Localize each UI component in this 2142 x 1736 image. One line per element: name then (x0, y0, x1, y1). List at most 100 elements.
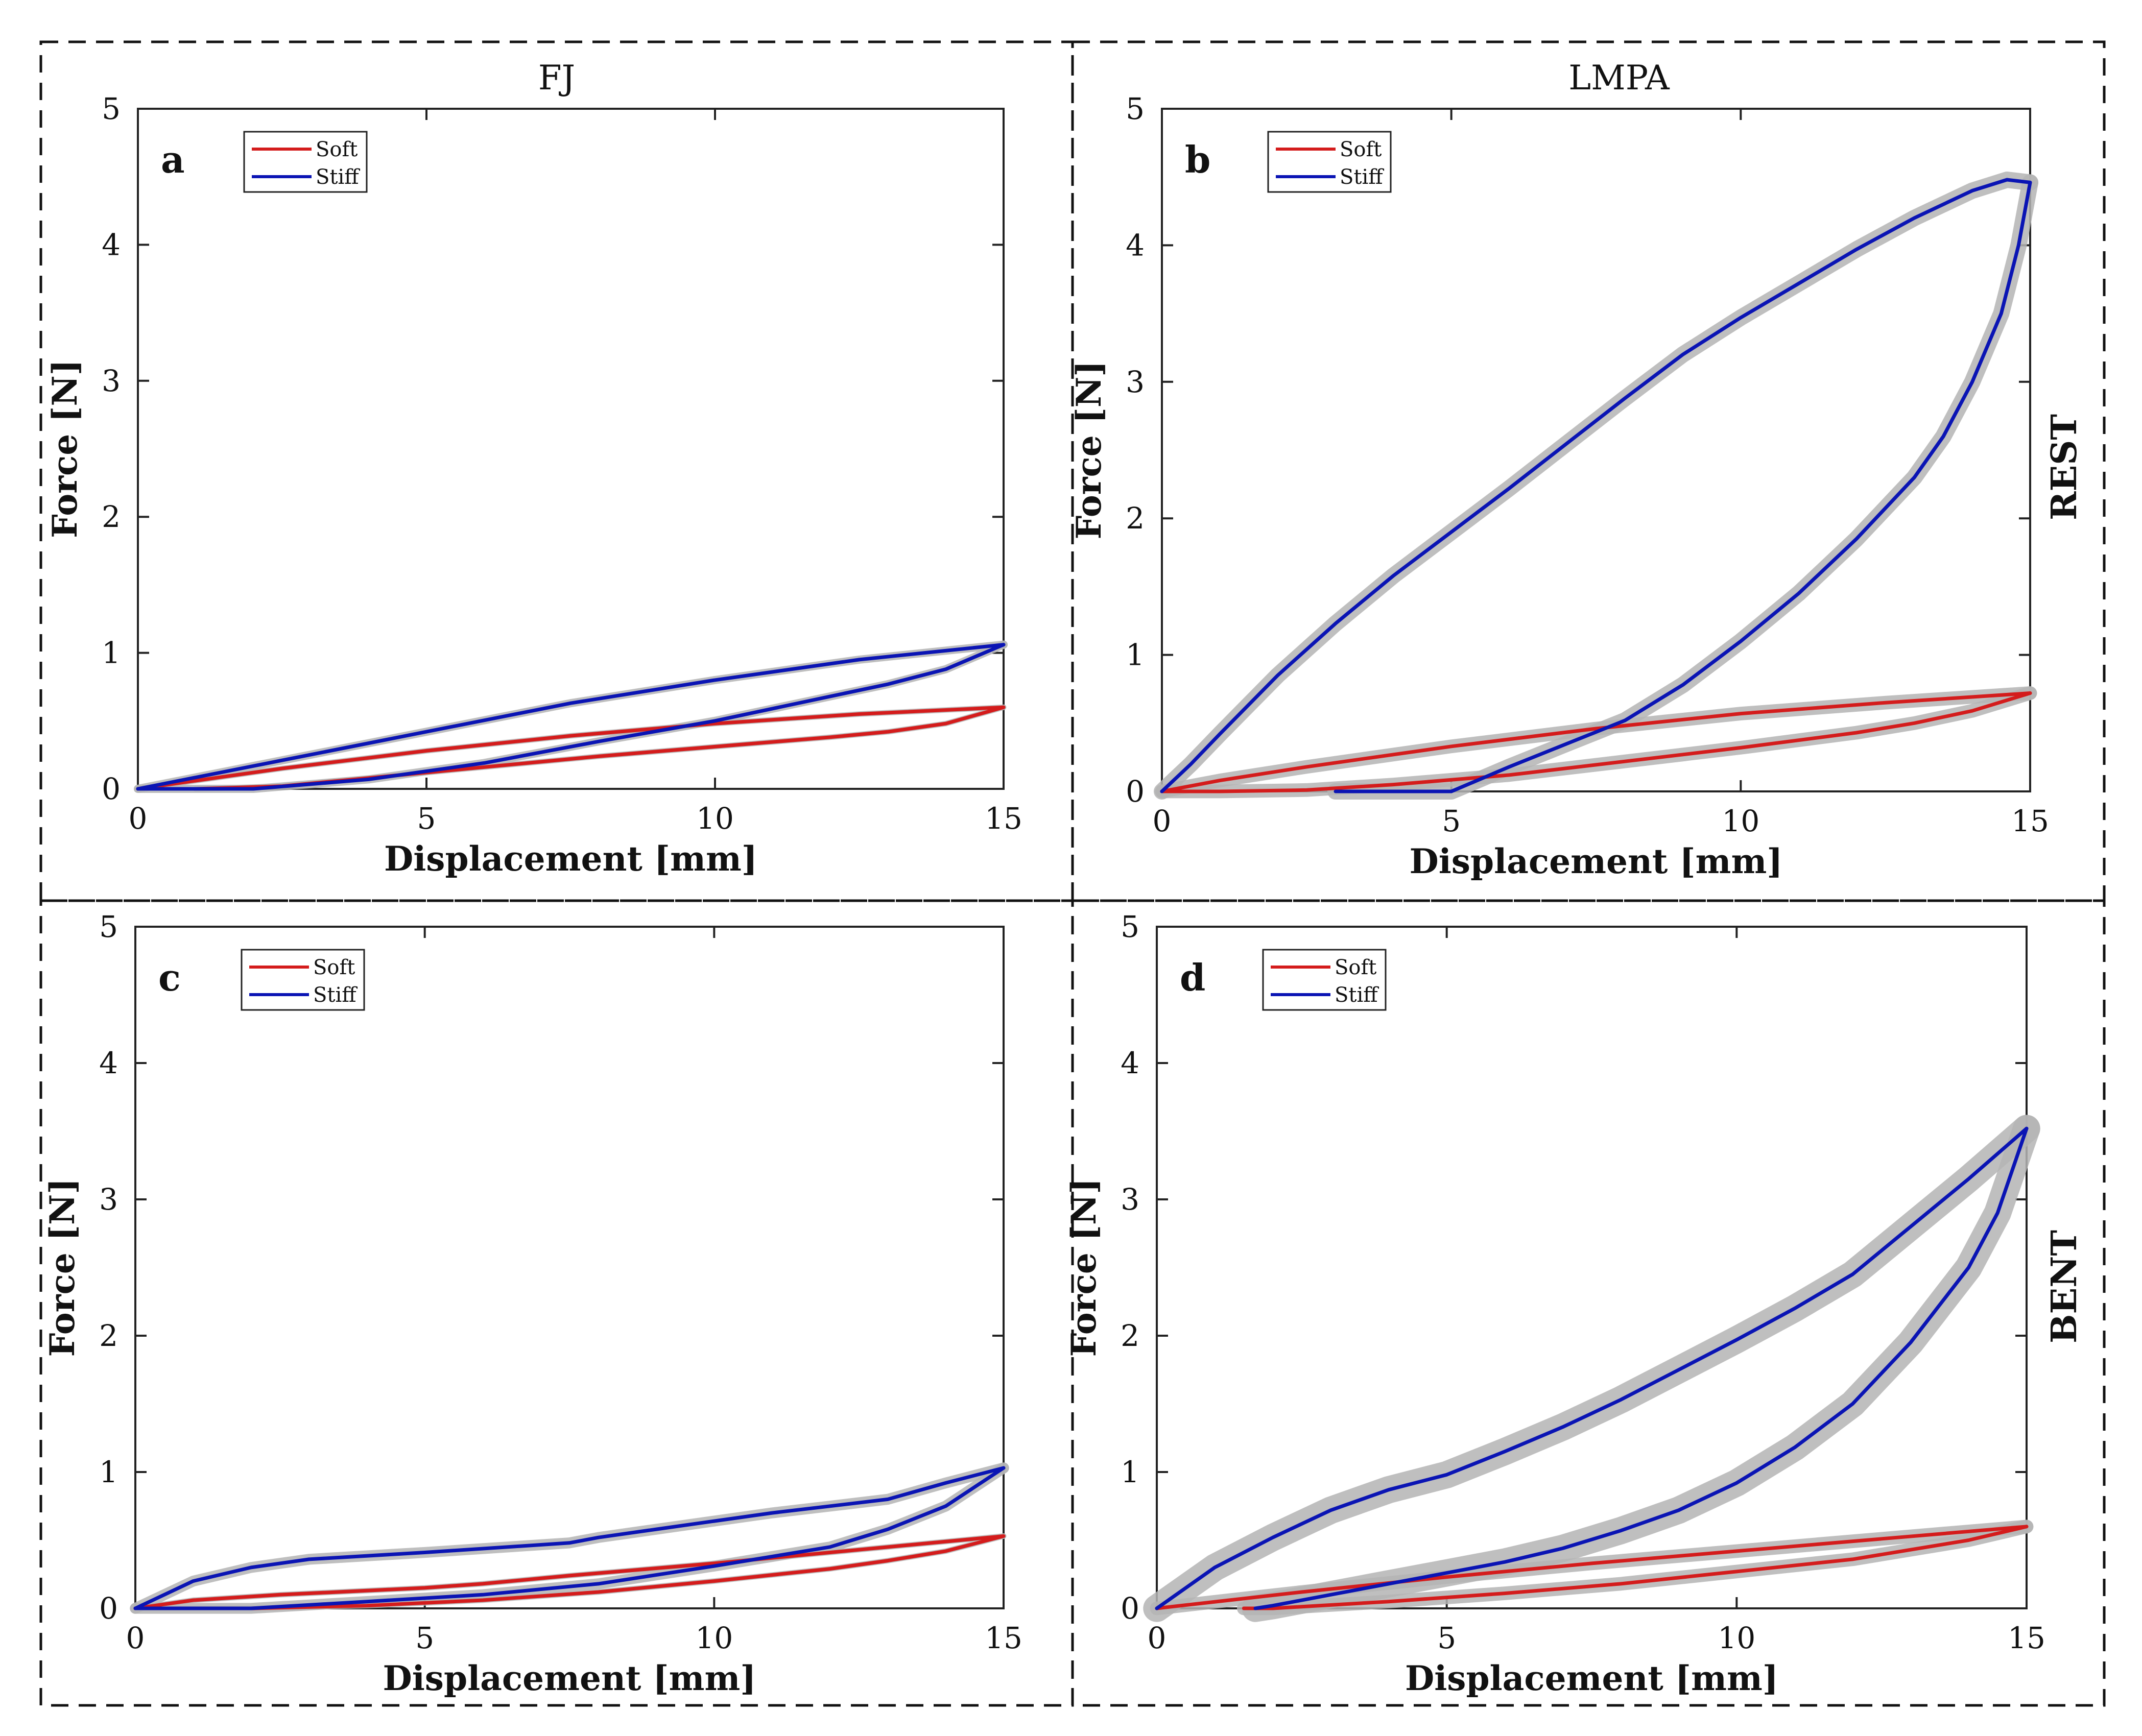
column-title-fj: FJ (538, 58, 575, 98)
x-tick-label: 5 (417, 801, 436, 836)
legend-box (243, 131, 368, 193)
series-line-soft-loading (136, 705, 1006, 791)
plot-area (1156, 926, 2028, 1609)
legend-label-soft: Soft (316, 138, 358, 161)
y-tick-label: 5 (1126, 91, 1145, 126)
panel-letter: a (161, 138, 185, 181)
series-line-soft-loading (1155, 1525, 2029, 1610)
y-tick-label: 0 (1121, 1591, 1139, 1626)
x-tick-label: 0 (1153, 804, 1172, 838)
legend-label-stiff: Stiff (313, 983, 358, 1007)
panel-letter: b (1185, 138, 1210, 181)
plot-area (137, 108, 1005, 790)
x-axis-label: Displacement [mm] (383, 1658, 756, 1698)
legend-box (1262, 949, 1387, 1011)
y-tick-label: 2 (102, 499, 121, 534)
y-tick-label: 4 (1121, 1046, 1139, 1080)
panel-letter: c (158, 956, 181, 999)
y-tick-label: 2 (1126, 501, 1145, 536)
y-tick-label: 1 (1126, 638, 1145, 672)
x-tick-label: 5 (1442, 804, 1461, 838)
x-tick-label: 15 (985, 1621, 1022, 1655)
y-axis-label: Force [N] (1069, 361, 1109, 540)
series-line-stiff-unloading (133, 1466, 1006, 1610)
frame-bottom-right (1071, 899, 2106, 1707)
x-tick-label: 15 (2011, 804, 2049, 838)
y-tick-label: 5 (99, 909, 118, 944)
y-tick-label: 5 (102, 91, 121, 126)
x-tick-label: 0 (126, 1621, 145, 1655)
y-tick-label: 4 (102, 227, 121, 262)
y-axis-label: Force [N] (1064, 1178, 1104, 1357)
series-line-soft-unloading (133, 1534, 1006, 1610)
x-tick-label: 10 (1718, 1621, 1755, 1655)
series-line-soft-unloading (1242, 1525, 2029, 1610)
x-tick-label: 10 (696, 801, 734, 836)
x-tick-label: 10 (1722, 804, 1759, 838)
plot-area (134, 926, 1005, 1609)
y-tick-label: 3 (1121, 1182, 1139, 1217)
y-tick-label: 3 (102, 364, 121, 398)
y-tick-label: 0 (102, 771, 121, 806)
x-tick-label: 0 (129, 801, 148, 836)
series-line-soft-loading (133, 1534, 1006, 1610)
legend: Soft Stiff (241, 949, 365, 1011)
y-tick-label: 2 (99, 1318, 118, 1353)
row-title-rest: REST (2044, 414, 2085, 520)
x-tick-label: 0 (1148, 1621, 1167, 1655)
x-axis-label: Displacement [mm] (1405, 1658, 1778, 1698)
y-tick-label: 4 (1126, 228, 1145, 262)
y-tick-label: 4 (99, 1046, 118, 1080)
row-title-bent: BENT (2044, 1230, 2085, 1343)
y-tick-label: 5 (1121, 909, 1139, 944)
legend-box (1267, 131, 1392, 193)
series-line-stiff-unloading (136, 643, 1006, 791)
plot-area (1161, 108, 2031, 792)
y-tick-label: 0 (1126, 774, 1145, 809)
frame-top-left (39, 40, 1074, 902)
quadrant-frames (39, 40, 2106, 1707)
x-tick-label: 5 (1437, 1621, 1456, 1655)
y-tick-label: 3 (99, 1182, 118, 1217)
x-tick-label: 15 (985, 801, 1022, 836)
legend: Soft Stiff (243, 131, 368, 193)
y-axis-label: Force [N] (42, 1178, 82, 1357)
legend-label-stiff: Stiff (316, 165, 360, 189)
legend: Soft Stiff (1262, 949, 1387, 1011)
legend: Soft Stiff (1267, 131, 1392, 193)
series-line-stiff-unloading (1334, 180, 2032, 793)
legend-box (241, 949, 365, 1011)
x-axis-label: Displacement [mm] (384, 839, 757, 879)
series-line-stiff-unloading (1253, 1126, 2029, 1610)
legend-label-stiff: Stiff (1340, 165, 1384, 189)
series-line-stiff-loading (133, 1466, 1006, 1610)
frame-top-right (1071, 40, 2106, 902)
legend-label-stiff: Stiff (1335, 983, 1379, 1007)
y-tick-label: 3 (1126, 365, 1145, 399)
series-line-stiff-loading (1155, 1126, 2029, 1610)
x-axis-label: Displacement [mm] (1409, 841, 1782, 881)
y-tick-label: 1 (102, 636, 121, 670)
legend-label-soft: Soft (313, 956, 355, 979)
x-tick-label: 10 (695, 1621, 733, 1655)
y-tick-label: 1 (99, 1455, 118, 1489)
legend-label-soft: Soft (1335, 956, 1376, 979)
series-line-soft-unloading (1160, 691, 2032, 793)
x-tick-label: 15 (2008, 1621, 2045, 1655)
y-tick-label: 1 (1121, 1455, 1139, 1489)
y-tick-label: 0 (99, 1591, 118, 1626)
y-axis-label: Force [N] (45, 359, 85, 538)
legend-label-soft: Soft (1340, 138, 1382, 161)
column-title-lmpa: LMPA (1568, 58, 1670, 98)
x-tick-label: 5 (415, 1621, 434, 1655)
panel-letter: d (1180, 956, 1205, 999)
series-line-soft-loading (1160, 691, 2032, 793)
series-line-stiff-loading (136, 643, 1006, 791)
series-line-stiff-loading (1160, 178, 2032, 793)
y-tick-label: 2 (1121, 1318, 1139, 1353)
